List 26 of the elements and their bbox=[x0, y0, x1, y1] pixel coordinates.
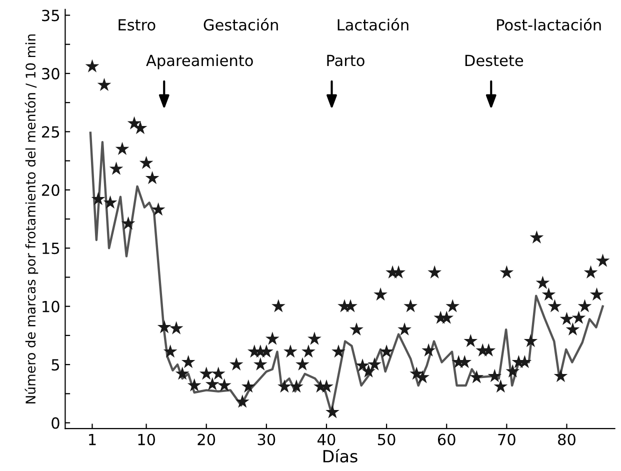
y-tick-label: 0 bbox=[52, 417, 60, 429]
x-tick-label: 20 bbox=[198, 434, 216, 446]
y-axis-title: Número de marcas por frotamiento del mentón / 10 min bbox=[24, 34, 38, 404]
x-tick-label: 50 bbox=[378, 434, 396, 446]
y-tick-label: 25 bbox=[42, 126, 60, 138]
y-tick-label: 35 bbox=[42, 10, 60, 22]
annotation: Destete bbox=[465, 54, 524, 66]
x-tick-label: 40 bbox=[318, 434, 336, 446]
x-tick-label: 80 bbox=[558, 434, 576, 446]
x-tick-label: 30 bbox=[258, 434, 276, 446]
x-tick-label: 60 bbox=[438, 434, 456, 446]
y-tick-label: 10 bbox=[42, 300, 60, 312]
x-tick-label: 10 bbox=[138, 434, 155, 446]
x-tick-label: 70 bbox=[498, 434, 516, 446]
annotation: Apareamiento bbox=[146, 54, 253, 70]
x-tick-label: 1 bbox=[89, 434, 96, 446]
annotation: Lactación bbox=[338, 18, 408, 31]
y-tick-label: 20 bbox=[42, 184, 60, 196]
y-tick-label: 15 bbox=[42, 242, 60, 254]
x-axis-title: Días bbox=[323, 448, 358, 463]
y-tick-label: 30 bbox=[42, 68, 60, 80]
annotation: Estro bbox=[118, 19, 156, 31]
y-tick-label: 5 bbox=[52, 359, 60, 371]
annotation: Post-lactación bbox=[497, 18, 601, 31]
annotation: Parto bbox=[327, 54, 364, 66]
annotation: Gestación bbox=[204, 18, 278, 31]
